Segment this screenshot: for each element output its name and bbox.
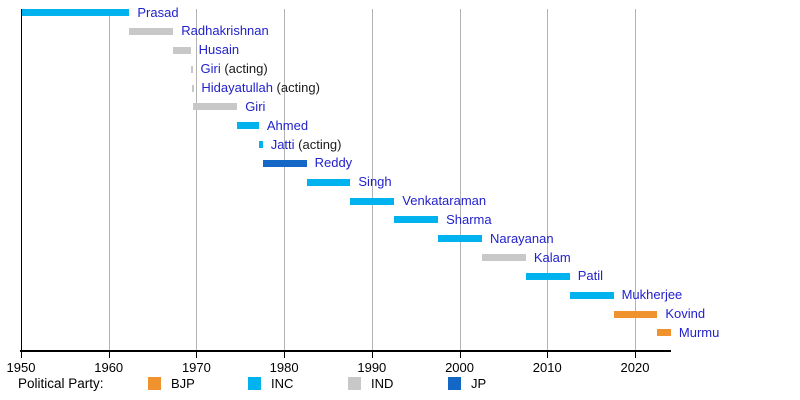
term-bar-kalam-13 (482, 254, 526, 261)
president-label-husain-2: Husain (199, 42, 239, 58)
term-bar-jatti-acting-7 (258, 141, 263, 148)
term-bar-venkataraman-10 (350, 197, 395, 205)
legend-label-BJP: BJP (171, 375, 195, 391)
term-bar-sharma-11 (394, 216, 439, 224)
president-label-patil-14: Patil (578, 268, 603, 284)
legend-item-BJP: BJP (148, 375, 195, 391)
axis-tick-1960 (108, 352, 110, 358)
axis-tick-label-1990: 1990 (357, 360, 387, 375)
axis-tick-2020 (634, 352, 636, 358)
term-bar-murmu-17 (657, 329, 671, 337)
legend-item-INC: INC (248, 375, 294, 391)
president-link-husain-2[interactable]: Husain (198, 42, 240, 58)
president-label-mukherjee-15: Mukherjee (622, 287, 683, 303)
legend-swatch-IND (348, 376, 361, 390)
term-bar-radhakrishnan-1 (129, 27, 174, 35)
president-link-narayanan-12[interactable]: Narayanan (490, 230, 554, 246)
acting-suffix-jatti-acting-7: (acting) (294, 136, 342, 152)
axis-tick-1990 (371, 352, 373, 358)
axis-tick-2010 (547, 352, 549, 358)
president-link-venkataraman-10[interactable]: Venkataraman (402, 193, 487, 208)
president-link-giri-acting-3[interactable]: Giri (200, 61, 221, 77)
grid-line-1970 (196, 9, 198, 350)
legend-label-INC: INC (271, 375, 294, 391)
term-bar-mukherjee-15 (569, 291, 614, 299)
grid-line-1980 (284, 9, 286, 350)
axis-tick-1980 (284, 352, 286, 358)
term-bar-husain-2 (173, 46, 191, 54)
axis-tick-1950 (21, 352, 22, 358)
legend-swatch-INC (248, 376, 261, 390)
axis-tick-label-2020: 2020 (620, 360, 650, 375)
axis-tick-label-1980: 1980 (269, 360, 299, 375)
term-bar-reddy-8 (262, 159, 307, 167)
axis-tick-2000 (459, 352, 461, 358)
term-bar-kovind-16 (613, 310, 658, 318)
axis-tick-label-2000: 2000 (445, 360, 474, 375)
president-label-sharma-11: Sharma (446, 212, 492, 228)
legend-label-IND: IND (371, 375, 394, 391)
president-label-venkataraman-10: Venkataraman (402, 193, 486, 209)
legend-item-JP: JP (448, 375, 487, 391)
term-bar-prasad-0 (21, 9, 130, 17)
term-bar-narayanan-12 (438, 235, 483, 243)
term-bar-singh-9 (306, 178, 351, 186)
president-link-mukherjee-15[interactable]: Mukherjee (621, 287, 683, 303)
axis-tick-label-1960: 1960 (94, 360, 124, 375)
president-link-prasad-0[interactable]: Prasad (137, 4, 179, 20)
president-label-hidayatullah-acting-4: Hidayatullah (acting) (201, 80, 320, 96)
president-label-prasad-0: Prasad (137, 5, 178, 21)
president-label-murmu-17: Murmu (679, 325, 719, 341)
president-link-patil-14[interactable]: Patil (577, 268, 603, 284)
president-label-radhakrishnan-1: Radhakrishnan (181, 23, 268, 39)
grid-line-1990 (371, 9, 373, 350)
president-link-sharma-11[interactable]: Sharma (446, 211, 492, 227)
legend-swatch-BJP (148, 376, 161, 390)
president-link-singh-9[interactable]: Singh (358, 174, 392, 190)
axis-tick-label-1970: 1970 (181, 360, 211, 375)
grid-line-2000 (459, 9, 461, 350)
grid-line-2010 (547, 9, 549, 350)
grid-line-1960 (108, 9, 110, 350)
president-label-giri-5: Giri (245, 99, 265, 115)
president-link-kovind-16[interactable]: Kovind (665, 306, 706, 321)
legend-title: Political Party: (18, 376, 104, 391)
president-label-singh-9: Singh (358, 174, 391, 190)
president-label-ahmed-6: Ahmed (267, 118, 308, 134)
legend-swatch-JP (448, 376, 461, 390)
axis-tick-label-1950: 1950 (6, 360, 36, 375)
term-bar-giri-5 (193, 103, 238, 111)
term-bar-patil-14 (525, 272, 570, 280)
term-bar-hidayatullah-acting-4 (192, 84, 195, 92)
president-link-ahmed-6[interactable]: Ahmed (266, 117, 309, 133)
legend-label-JP: JP (471, 375, 487, 391)
president-label-narayanan-12: Narayanan (490, 231, 554, 247)
president-link-giri-5[interactable]: Giri (245, 98, 266, 114)
axis-tick-label-2010: 2010 (532, 360, 562, 375)
president-label-giri-acting-3: Giri (acting) (201, 61, 268, 77)
legend-item-IND: IND (348, 375, 394, 391)
acting-suffix-hidayatullah-acting-4: (acting) (272, 80, 320, 95)
president-label-jatti-acting-7: Jatti (acting) (271, 137, 342, 153)
president-link-radhakrishnan-1[interactable]: Radhakrishnan (181, 23, 269, 39)
acting-suffix-giri-acting-3: (acting) (220, 61, 268, 77)
president-label-reddy-8: Reddy (315, 155, 353, 171)
president-link-hidayatullah-acting-4[interactable]: Hidayatullah (201, 80, 273, 95)
president-label-kalam-13: Kalam (534, 250, 571, 266)
president-link-jatti-acting-7[interactable]: Jatti (270, 136, 295, 152)
term-bar-giri-acting-3 (190, 65, 193, 73)
president-link-murmu-17[interactable]: Murmu (678, 324, 720, 340)
president-link-reddy-8[interactable]: Reddy (314, 155, 353, 171)
y-axis-line (21, 9, 22, 350)
president-link-kalam-13[interactable]: Kalam (533, 249, 571, 265)
term-bar-ahmed-6 (237, 122, 259, 130)
president-label-kovind-16: Kovind (665, 306, 705, 322)
axis-tick-1970 (196, 352, 198, 358)
grid-line-2020 (634, 9, 636, 350)
x-axis-line (20, 350, 671, 352)
